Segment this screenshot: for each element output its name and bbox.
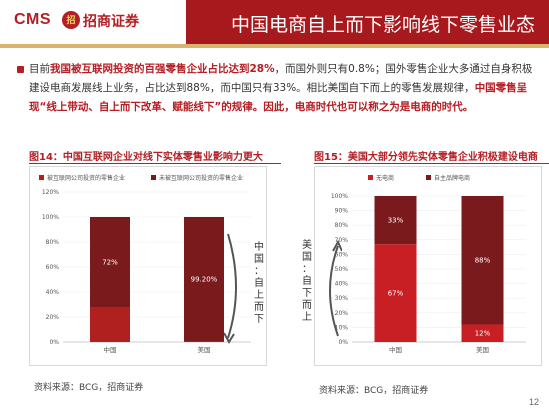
left-chart-bar-0-0 [90,307,130,342]
left-chart-legend-label-1: 未被互联网公司投资的零售企业 [159,174,243,182]
logo-text: CMS [14,11,52,28]
left-side-label-char-5: 而 [254,302,264,313]
left-source: 资料来源：BCG，招商证券 [34,383,144,393]
left-side-label-char-6: 下 [254,314,264,325]
left-chart-ytick-0: 0% [49,339,59,346]
right-chart-bar-1-1 [461,196,504,325]
left-side-label-char-2: ： [254,266,264,277]
right-figure-caption: 图15：美国大部分领先实体零售企业积极建设电商 [314,152,538,163]
page-title: 中国电商自上而下影响线下零售业态 [230,14,535,36]
title-bar: 中国电商自上而下影响线下零售业态 [186,0,549,44]
right-chart: 无电商 自主品牌电商 0% 10% 20% 30% 40% 50% 60% 70% 80% 90% 10… [314,166,542,366]
right-side-label-char-2: ： [302,264,312,275]
right-side-label-char-1: 国 [302,252,312,263]
left-chart-legend-label-0: 被互联网公司投资的零售企业 [47,174,125,182]
right-side-label-char-5: 而 [302,300,312,311]
intro-text-1: 目前 [29,63,50,75]
right-chart-data-label-0-1: 33% [388,217,404,225]
left-chart-panel: 被互联网公司投资的零售企业 未被互联网公司投资的零售企业 0% 20% 40% 60% 80… [29,166,267,366]
right-chart-legend-label-1: 自主品牌电商 [434,174,470,182]
left-chart-bar-1-0 [184,341,224,342]
left-chart-bar-0-1 [90,217,130,307]
right-chart-ytick-6: 60% [335,251,349,258]
left-chart-ytick-3: 60% [46,264,60,271]
left-chart-ytick-4: 80% [46,239,60,246]
right-chart-ytick-10: 100% [331,193,348,200]
left-side-label-char-0: 中 [254,242,264,253]
right-chart-panel: 无电商 自主品牌电商 0% 10% 20% 30% 40% 50% 60% 70% 80% 90% 10… [314,166,542,366]
right-chart-ytick-4: 40% [335,281,349,288]
left-side-label: 中国：自上而下 [252,242,266,326]
right-chart-bar-1-0 [461,324,504,342]
header-divider [0,44,549,48]
right-chart-bar-0-0 [374,244,417,342]
right-chart-legend-label-0: 无电商 [376,174,394,182]
right-chart-data-label-1-0: 12% [475,330,491,338]
right-chart-ytick-1: 10% [335,324,349,331]
right-chart-data-label-1-1: 88% [475,257,491,265]
left-figure-caption: 图14：中国互联网企业对线下实体零售业影响力更大 [29,152,263,163]
right-chart-frame [314,166,542,366]
left-side-label-char-1: 国 [254,254,264,265]
right-chart-ytick-3: 30% [335,295,349,302]
right-chart-xtick-0: 中国 [389,345,402,354]
right-side-label: 美国：自下而上 [300,240,314,324]
intro-highlight-1: 我国被互联网投资的百强零售企业占比达到28% [50,63,275,75]
left-chart-legend-swatch-0 [39,175,44,180]
intro-text-2: ，而国外则只有0.8%；国外零售企业大多通过自身积极建设电商发展线上业务，占比达… [29,63,533,94]
intro-paragraph: 目前我国被互联网投资的百强零售企业占比达到28%，而国外则只有0.8%；国外零售… [17,60,534,117]
right-side-label-char-4: 下 [302,288,312,299]
left-chart-ytick-2: 40% [46,289,60,296]
left-chart-ytick-1: 20% [46,314,60,321]
left-chart-xtick-1: 美国 [198,345,211,354]
right-chart-legend-swatch-0 [368,175,373,180]
logo: CMS 招 招商证券 [0,0,186,44]
right-chart-legend-swatch-1 [426,175,431,180]
right-chart-data-label-0-0: 67% [388,290,404,298]
right-chart-ytick-0: 0% [338,339,348,346]
right-side-label-char-6: 上 [302,312,312,323]
logo-emblem-icon: 招 [62,11,80,29]
right-chart-ytick-8: 80% [335,222,349,229]
right-chart-ytick-5: 50% [335,266,349,273]
left-chart-legend-swatch-1 [151,175,156,180]
left-chart-bar-1-1 [184,217,224,341]
right-source: 资料来源：BCG，招商证券 [319,386,429,396]
left-chart-frame [29,166,267,366]
left-curved-arrow-icon [224,233,237,344]
intro-highlight-2: 中国零售呈现“线上带动、自上而下改革、赋能线下”的规律。因此，电商时代也可以称之… [29,82,528,113]
header: CMS 招 招商证券 中国电商自上而下影响线下零售业态 [0,0,549,44]
left-side-label-char-4: 上 [254,290,264,301]
left-chart-ytick-6: 120% [42,189,59,196]
left-chart: 被互联网公司投资的零售企业 未被互联网公司投资的零售企业 0% 20% 40% 60% 80… [29,166,267,366]
logo-cn-text: 招商证券 [83,14,139,30]
left-chart-ytick-5: 100% [42,214,59,221]
left-chart-data-label-1-1: 99.20% [191,276,218,284]
right-chart-ytick-7: 70% [335,237,349,244]
right-curved-arrow-icon [329,240,342,337]
right-chart-ytick-2: 20% [335,310,349,317]
page-number: 12 [528,397,539,407]
right-side-label-char-0: 美 [302,240,312,251]
left-chart-xtick-0: 中国 [104,345,117,354]
left-caption-rule [29,163,281,164]
bullet-icon [17,66,24,73]
right-side-label-char-3: 自 [302,276,312,287]
right-chart-xtick-1: 美国 [476,345,489,354]
left-chart-data-label-0-1: 72% [102,259,118,267]
right-chart-bar-0-1 [374,196,417,245]
right-chart-ytick-9: 90% [335,208,349,215]
left-side-label-char-3: 自 [254,278,264,289]
right-caption-rule [314,163,549,164]
